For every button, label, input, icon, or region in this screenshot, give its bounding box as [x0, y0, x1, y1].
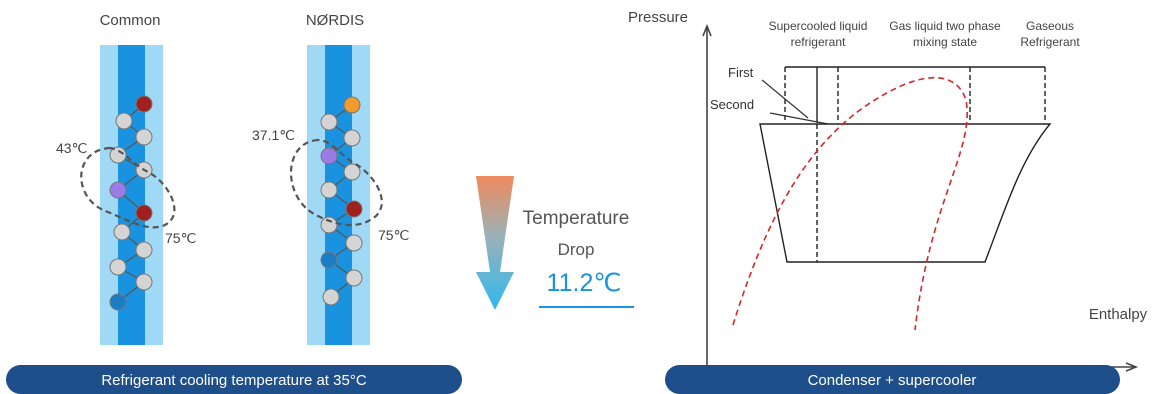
molecule-ball — [322, 288, 340, 306]
region-subcooled-line1: Supercooled liquid — [769, 19, 868, 33]
molecule-ball — [135, 204, 153, 222]
molecule-ball — [345, 269, 363, 287]
temp-loop-nordis — [289, 138, 383, 226]
y-axis-label: Pressure — [628, 9, 688, 26]
molecule-ball — [320, 181, 338, 199]
x-axis-label: Enthalpy — [1089, 306, 1148, 323]
molecule-ball — [320, 113, 338, 131]
molecule-ball — [113, 223, 131, 241]
molecule-ball — [135, 241, 153, 259]
molecule-ball — [343, 129, 361, 147]
drop-value: 11.2℃ — [547, 269, 622, 297]
molecule-ball — [320, 216, 338, 234]
molecule-ball — [345, 234, 363, 252]
molecule-ball — [135, 128, 153, 146]
label-second: Second — [710, 97, 754, 112]
saturation-curve — [732, 76, 968, 331]
ph-diagram: Pressure Enthalpy Supercooled liquid ref… — [628, 9, 1148, 372]
temp-nordis-low: 37.1℃ — [252, 127, 295, 143]
molecule-ball — [109, 181, 127, 199]
molecule-ball — [135, 273, 153, 291]
molecule-ball — [343, 96, 361, 114]
region-mix-line2: mixing state — [913, 35, 977, 49]
tube-common — [100, 45, 163, 345]
molecule-chain-common — [109, 95, 153, 311]
molecule-ball — [115, 112, 133, 130]
molecule-ball — [343, 163, 361, 181]
caption-pill-left — [6, 365, 462, 394]
molecule-ball — [109, 146, 127, 164]
label-nordis: NØRDIS — [306, 12, 364, 29]
region-gas-line1: Gaseous — [1026, 19, 1074, 33]
molecule-chain-nordis — [320, 96, 363, 306]
temperature-drop-arrow-icon — [476, 176, 514, 310]
temp-common-low: 43℃ — [56, 140, 87, 156]
molecule-ball — [345, 200, 363, 218]
caption-left: Refrigerant cooling temperature at 35°C — [101, 372, 366, 389]
drop-line2: Drop — [558, 240, 595, 259]
caption-right: Condenser + supercooler — [808, 372, 977, 389]
region-subcooled-line2: refrigerant — [791, 35, 846, 49]
caption-pill-right — [665, 365, 1120, 394]
temp-loop-common — [80, 146, 176, 229]
label-first: First — [728, 65, 754, 80]
region-gas-line2: Refrigerant — [1020, 35, 1080, 49]
molecule-ball — [320, 251, 338, 269]
molecule-ball — [135, 95, 153, 113]
temp-common-high: 75℃ — [165, 230, 196, 246]
label-common: Common — [100, 12, 161, 29]
drop-line1: Temperature — [523, 208, 630, 229]
temp-nordis-high: 75℃ — [378, 227, 409, 243]
molecule-ball — [109, 258, 127, 276]
region-mix-line1: Gas liquid two phase — [889, 19, 1001, 33]
molecule-ball — [320, 147, 338, 165]
molecule-ball — [109, 293, 127, 311]
